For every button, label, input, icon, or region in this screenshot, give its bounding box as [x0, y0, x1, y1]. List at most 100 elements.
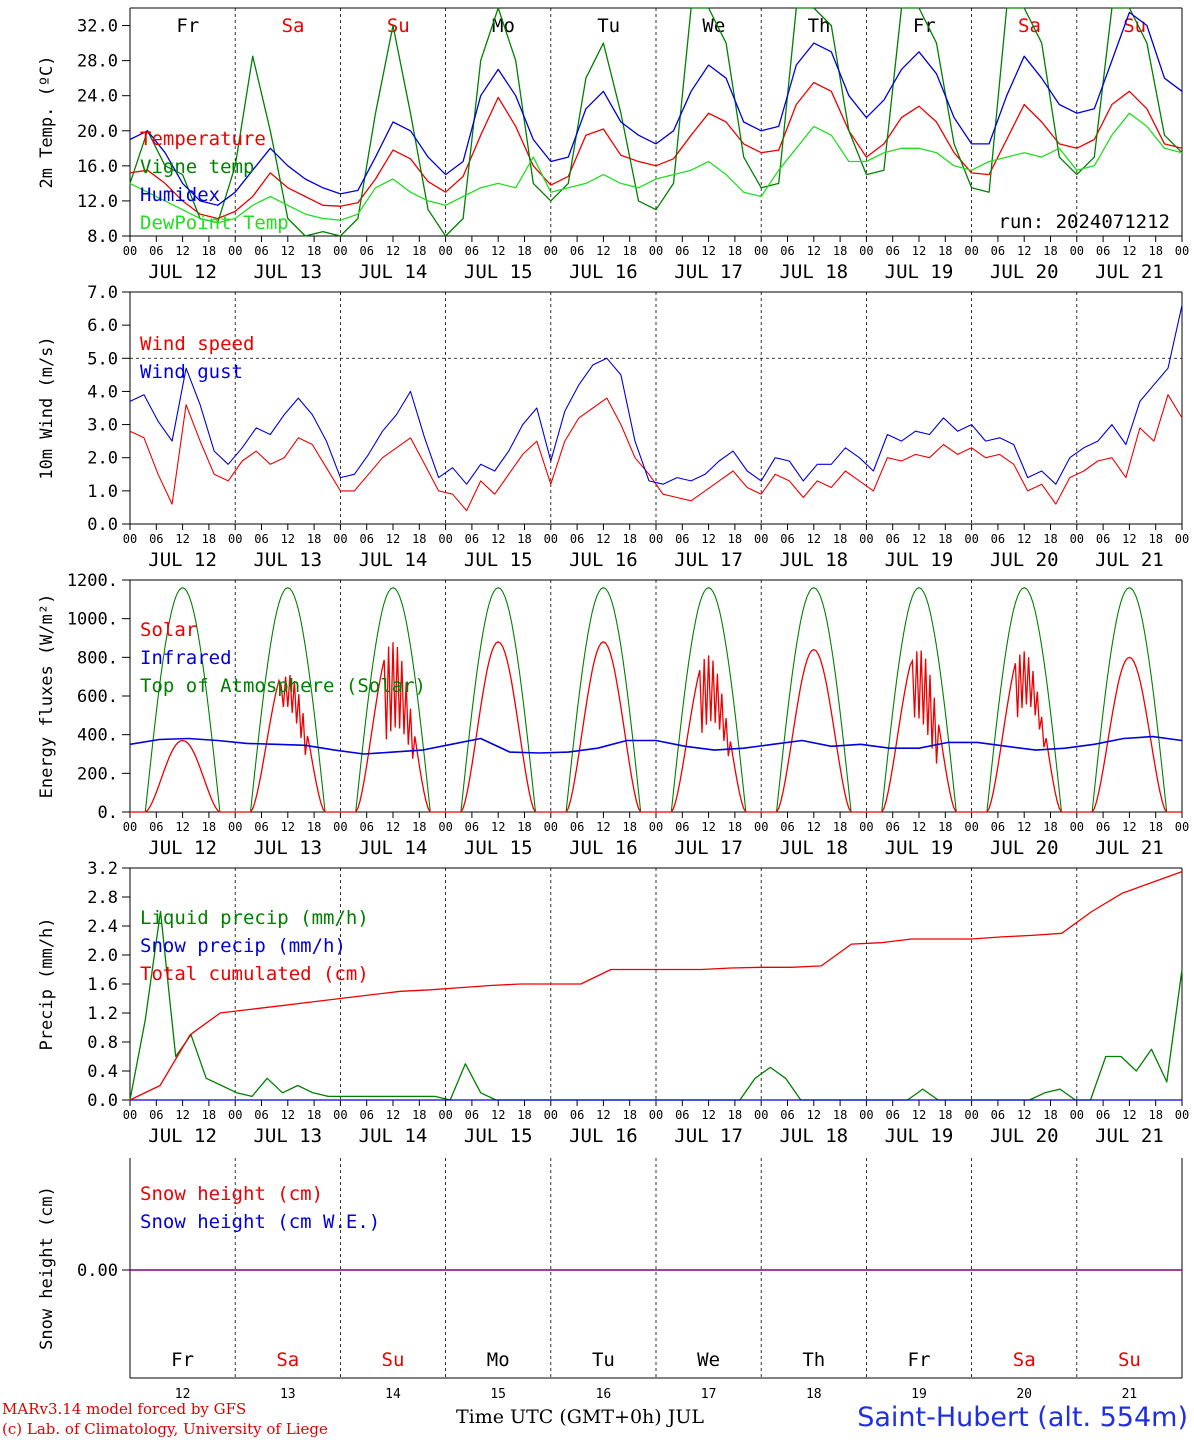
- energy-x-tick-label: 00: [438, 820, 452, 834]
- temp-x-tick-label: 18: [1043, 244, 1057, 258]
- precip-y-tick-label: 2.0: [87, 946, 118, 966]
- temp-x-tick-label: 00: [1070, 244, 1084, 258]
- precip-legend-entry: Liquid precip (mm/h): [140, 907, 369, 929]
- energy-x-tick-label: 18: [307, 820, 321, 834]
- snow-date-label: 19: [911, 1387, 927, 1402]
- precip-x-tick-label: 18: [1148, 1108, 1162, 1122]
- precip-x-tick-label: 00: [964, 1108, 978, 1122]
- precip-x-tick-label: 00: [438, 1108, 452, 1122]
- temp-legend-entry: DewPoint Temp: [140, 212, 289, 234]
- snow-date-label: 15: [490, 1387, 506, 1402]
- temp-x-tick-label: 00: [544, 244, 558, 258]
- wind-x-tick-label: 00: [964, 532, 978, 546]
- precip-x-tick-label: 06: [885, 1108, 899, 1122]
- precip-y-tick-label: 0.0: [87, 1091, 118, 1111]
- snow-weekday-label: Su: [1118, 1349, 1141, 1371]
- precip-x-tick-label: 06: [465, 1108, 479, 1122]
- wind-x-tick-label: 00: [1070, 532, 1084, 546]
- snow-date-label: 21: [1122, 1387, 1138, 1402]
- energy-x-tick-label: 00: [228, 820, 242, 834]
- precip-day-label: JUL 13: [253, 1125, 322, 1147]
- temp-y-tick-label: 32.0: [77, 17, 118, 37]
- energy-x-tick-label: 18: [517, 820, 531, 834]
- temp-x-tick-label: 06: [570, 244, 584, 258]
- model-credit: MARv3.14 model forced by GFS: [2, 1400, 247, 1418]
- energy-x-tick-label: 18: [728, 820, 742, 834]
- precip-y-tick-label: 1.2: [87, 1004, 118, 1024]
- energy-day-label: JUL 12: [148, 837, 217, 859]
- precip-x-tick-label: 12: [386, 1108, 400, 1122]
- wind-day-label: JUL 16: [569, 549, 638, 571]
- wind-x-tick-label: 06: [780, 532, 794, 546]
- energy-day-label: JUL 20: [990, 837, 1059, 859]
- temp-x-tick-label: 18: [1148, 244, 1162, 258]
- precip-x-tick-label: 18: [1043, 1108, 1057, 1122]
- temp-y-tick-label: 24.0: [77, 87, 118, 107]
- temp-series-dewpoint-temp: [129, 112, 1183, 224]
- precip-series-total-cumulated-cm-: [129, 870, 1183, 1101]
- wind-day-label: JUL 17: [674, 549, 743, 571]
- wind-y-tick-label: 6.0: [87, 316, 118, 336]
- energy-x-tick-label: 00: [333, 820, 347, 834]
- wind-x-tick-label: 00: [544, 532, 558, 546]
- precip-x-tick-label: 18: [622, 1108, 636, 1122]
- wind-x-tick-label: 12: [912, 532, 926, 546]
- precip-day-label: JUL 19: [885, 1125, 954, 1147]
- wind-x-tick-label: 18: [307, 532, 321, 546]
- temp-x-tick-label: 12: [807, 244, 821, 258]
- precip-x-tick-label: 18: [307, 1108, 321, 1122]
- temp-x-tick-label: 06: [465, 244, 479, 258]
- precip-x-tick-label: 00: [123, 1108, 137, 1122]
- snow-date-label: 14: [385, 1387, 401, 1402]
- wind-y-tick-label: 5.0: [87, 349, 118, 369]
- snow-date-label: 18: [806, 1387, 822, 1402]
- temp-series-vigne-temp: [129, 7, 1183, 237]
- energy-x-tick-label: 12: [1017, 820, 1031, 834]
- temp-x-tick-label: 06: [359, 244, 373, 258]
- temp-day-label: JUL 13: [253, 261, 322, 283]
- precip-day-label: JUL 15: [464, 1125, 533, 1147]
- energy-x-tick-label: 06: [465, 820, 479, 834]
- precip-y-tick-label: 2.8: [87, 888, 118, 908]
- precip-y-axis-label: Precip (mm/h): [37, 917, 57, 1050]
- energy-y-tick-label: 200.: [77, 764, 118, 784]
- precip-x-tick-label: 18: [412, 1108, 426, 1122]
- energy-x-tick-label: 12: [491, 820, 505, 834]
- temp-y-tick-label: 12.0: [77, 192, 118, 212]
- energy-x-tick-label: 12: [281, 820, 295, 834]
- temp-x-tick-label: 12: [596, 244, 610, 258]
- energy-x-tick-label: 00: [859, 820, 873, 834]
- temp-series-humidex: [129, 11, 1183, 206]
- precip-day-label: JUL 12: [148, 1125, 217, 1147]
- energy-x-tick-label: 06: [570, 820, 584, 834]
- temp-y-tick-label: 28.0: [77, 52, 118, 72]
- energy-y-tick-label: 1000.: [67, 610, 118, 630]
- wind-x-tick-label: 00: [754, 532, 768, 546]
- wind-x-tick-label: 12: [491, 532, 505, 546]
- temp-x-tick-label: 18: [938, 244, 952, 258]
- temp-x-tick-label: 12: [1017, 244, 1031, 258]
- precip-x-tick-label: 18: [938, 1108, 952, 1122]
- energy-x-tick-label: 06: [885, 820, 899, 834]
- energy-y-axis-label: Energy fluxes (W/m²): [37, 594, 57, 799]
- wind-x-tick-label: 18: [938, 532, 952, 546]
- wind-x-tick-label: 18: [622, 532, 636, 546]
- temp-weekday-label: Su: [387, 15, 410, 37]
- time-axis-label: Time UTC (GMT+0h) JUL: [456, 1406, 704, 1428]
- energy-x-tick-label: 12: [175, 820, 189, 834]
- lab-credit: (c) Lab. of Climatology, University of L…: [2, 1420, 328, 1438]
- wind-day-label: JUL 21: [1095, 549, 1164, 571]
- precip-x-tick-label: 18: [202, 1108, 216, 1122]
- precip-day-label: JUL 21: [1095, 1125, 1164, 1147]
- precip-y-tick-label: 0.4: [87, 1062, 118, 1082]
- wind-x-tick-label: 00: [228, 532, 242, 546]
- temp-x-tick-label: 06: [254, 244, 268, 258]
- precip-x-tick-label: 06: [149, 1108, 163, 1122]
- energy-x-tick-label: 06: [254, 820, 268, 834]
- wind-x-tick-label: 12: [701, 532, 715, 546]
- precip-x-tick-label: 00: [333, 1108, 347, 1122]
- temp-x-tick-label: 00: [438, 244, 452, 258]
- temp-x-tick-label: 18: [728, 244, 742, 258]
- energy-x-tick-label: 06: [675, 820, 689, 834]
